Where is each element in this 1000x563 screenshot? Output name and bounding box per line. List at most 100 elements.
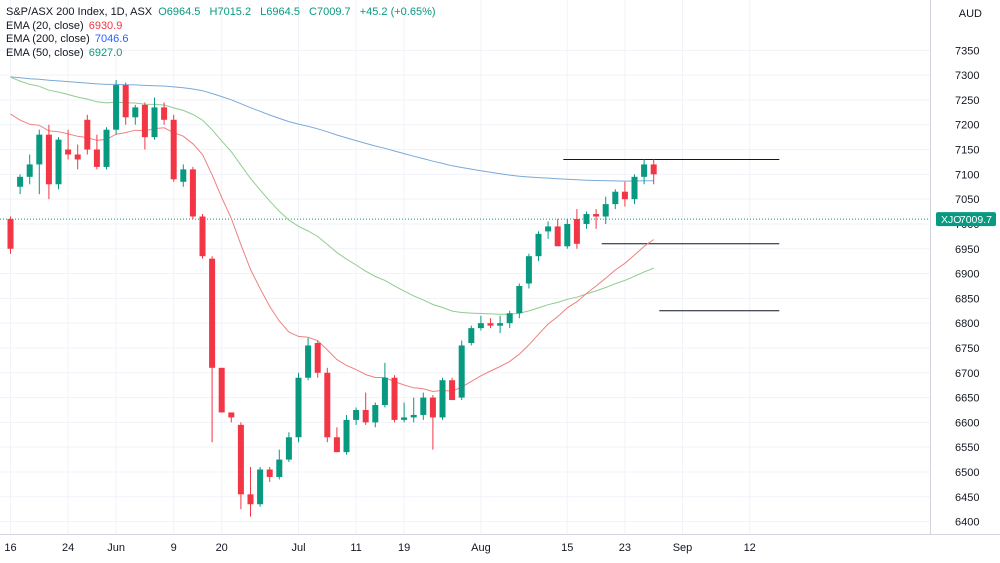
candle-body	[621, 191, 628, 200]
candle-body	[333, 437, 340, 453]
candle	[84, 114, 91, 155]
x-tick-label: 16	[4, 542, 16, 554]
candle-body	[295, 377, 302, 438]
candle-body	[650, 164, 657, 175]
badge-bg	[936, 212, 996, 227]
candle	[237, 422, 244, 510]
candle-body	[477, 323, 484, 329]
candle-body	[420, 397, 427, 415]
candle-body	[17, 176, 24, 187]
candle	[621, 181, 628, 207]
candle-body	[26, 164, 33, 177]
y-tick-label: 7350	[955, 45, 979, 57]
candle-body	[429, 397, 436, 418]
candle	[516, 283, 523, 319]
candle-body	[151, 107, 158, 138]
y-tick-label: 7150	[955, 145, 979, 157]
candle-body	[305, 345, 312, 378]
y-tick-label: 6400	[955, 517, 979, 529]
y-tick-label: 6750	[955, 343, 979, 355]
candle	[228, 412, 235, 423]
candle	[468, 325, 475, 346]
y-tick-label: 7050	[955, 194, 979, 206]
candle-body	[497, 323, 504, 326]
candle-body	[65, 149, 72, 155]
candle-body	[218, 367, 225, 413]
candle	[285, 432, 292, 463]
indicator-ema200[interactable]: EMA (200, close) 7046.6	[6, 33, 439, 47]
candle-body	[381, 377, 388, 406]
candle	[333, 427, 340, 453]
candle	[391, 375, 398, 423]
candle-body	[468, 328, 475, 344]
candle-body	[554, 226, 561, 247]
y-tick-label: 6650	[955, 393, 979, 405]
candle	[295, 372, 302, 443]
candle	[209, 256, 216, 443]
badge-value: 7009.7	[960, 214, 992, 226]
indicator-value: 7046.6	[94, 33, 129, 45]
candle-body	[161, 107, 168, 120]
symbol-row[interactable]: S&P/ASX 200 Index, 1D, ASX O6964.5 H7015…	[6, 6, 439, 20]
candle	[525, 253, 532, 289]
candle	[602, 196, 609, 224]
candle-body	[401, 417, 408, 420]
candle-body	[593, 214, 600, 217]
symbol-line: S&P/ASX 200 Index, 1D, ASX	[6, 6, 153, 18]
close-value: C7009.7	[309, 6, 351, 18]
candles	[7, 80, 657, 517]
candle	[324, 367, 331, 443]
candle	[180, 164, 187, 187]
candle	[401, 402, 408, 423]
candle-body	[189, 169, 196, 217]
ema20-line	[10, 113, 654, 393]
x-tick-label: 11	[350, 542, 361, 554]
y-tick-label: 6900	[955, 269, 979, 281]
x-tick-label: 19	[398, 542, 410, 554]
candle-body	[353, 409, 360, 420]
candle	[36, 129, 43, 195]
candle	[362, 392, 369, 425]
candle-body	[209, 258, 216, 368]
y-tick-label: 6800	[955, 318, 979, 330]
candle-body	[257, 469, 264, 505]
y-tick-label: 6600	[955, 417, 979, 429]
candle	[583, 211, 590, 229]
currency-label[interactable]: AUD	[958, 8, 982, 20]
candle	[266, 467, 273, 482]
candle	[314, 340, 321, 378]
x-tick-label: 20	[216, 542, 228, 554]
candle	[545, 221, 552, 239]
candle-body	[372, 405, 379, 423]
x-tick-label: 15	[561, 542, 573, 554]
candle-body	[343, 419, 350, 453]
candle-body	[55, 139, 62, 185]
candle	[593, 209, 600, 229]
candle	[17, 174, 24, 195]
candle-body	[266, 469, 273, 477]
candle	[141, 102, 148, 150]
candle-body	[93, 149, 100, 167]
candle-body	[535, 233, 542, 257]
indicator-ema50[interactable]: EMA (50, close) 6927.0	[6, 47, 439, 61]
candle	[247, 467, 254, 517]
indicator-value: 6930.9	[88, 19, 123, 32]
candle	[535, 231, 542, 262]
indicator-label: EMA (20, close)	[6, 19, 84, 32]
candle	[122, 82, 129, 125]
x-tick-label: 9	[171, 542, 177, 554]
candle	[218, 367, 225, 413]
candle	[564, 218, 571, 249]
candle-body	[36, 134, 43, 165]
candle-body	[525, 256, 532, 284]
candle-body	[141, 104, 148, 138]
indicator-value: 6927.0	[88, 46, 123, 59]
indicator-ema20[interactable]: EMA (20, close) 6930.9	[6, 20, 439, 34]
candle-body	[506, 313, 513, 324]
candle	[410, 397, 417, 423]
high-value: H7015.2	[209, 6, 252, 18]
candle	[93, 134, 100, 170]
